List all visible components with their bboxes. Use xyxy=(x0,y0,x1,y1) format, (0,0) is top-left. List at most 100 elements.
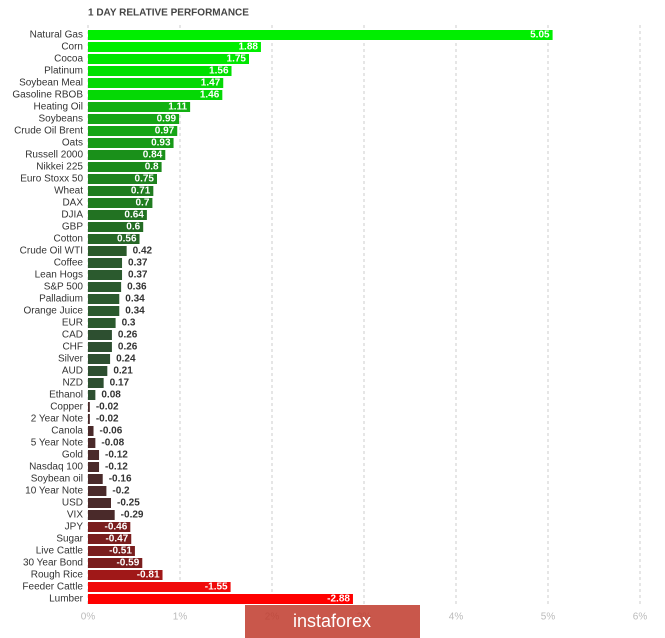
value-label: 0.42 xyxy=(133,246,153,257)
value-label: 0.6 xyxy=(126,222,140,233)
bar xyxy=(88,54,249,64)
bar xyxy=(88,378,104,388)
value-label: -0.81 xyxy=(137,570,160,581)
bar xyxy=(88,510,115,520)
category-label: GBP xyxy=(62,222,83,233)
bar xyxy=(88,318,116,328)
value-label: -2.88 xyxy=(327,594,350,605)
value-label: -0.02 xyxy=(96,402,119,413)
bar xyxy=(88,366,108,376)
value-label: 0.99 xyxy=(157,114,177,125)
value-label: -0.12 xyxy=(105,462,128,473)
value-label: -0.59 xyxy=(116,558,139,569)
bar xyxy=(88,114,180,124)
category-label: 30 Year Bond xyxy=(23,558,83,569)
bar xyxy=(88,462,100,472)
value-label: 1.47 xyxy=(201,78,221,89)
value-label: -0.06 xyxy=(100,426,123,437)
value-label: 0.75 xyxy=(135,174,155,185)
category-label: AUD xyxy=(62,366,83,377)
category-label: S&P 500 xyxy=(44,282,84,293)
bar xyxy=(88,558,143,568)
category-label: Natural Gas xyxy=(30,30,83,41)
bar xyxy=(88,42,261,52)
value-label: 0.97 xyxy=(155,126,175,137)
x-tick-label: 6% xyxy=(633,612,648,623)
value-label: -0.47 xyxy=(105,534,128,545)
bar xyxy=(88,570,163,580)
category-label: Wheat xyxy=(54,186,83,197)
bar xyxy=(88,126,178,136)
value-label: 0.36 xyxy=(127,282,147,293)
chart-title: 1 DAY RELATIVE PERFORMANCE xyxy=(88,8,249,19)
category-label: Cotton xyxy=(54,234,83,245)
value-label: -0.2 xyxy=(112,486,130,497)
bar xyxy=(88,450,100,460)
category-label: Live Cattle xyxy=(36,546,84,557)
bar xyxy=(88,150,166,160)
category-label: Oats xyxy=(62,138,83,149)
category-label: Gasoline RBOB xyxy=(12,90,83,101)
x-tick-label: 5% xyxy=(541,612,556,623)
value-label: 0.37 xyxy=(128,270,148,281)
bar xyxy=(88,102,191,112)
bar xyxy=(88,282,122,292)
bar xyxy=(88,234,140,244)
bar xyxy=(88,330,112,340)
category-label: Cocoa xyxy=(54,54,83,65)
value-label: 0.7 xyxy=(135,198,149,209)
value-label: 1.11 xyxy=(168,102,187,113)
category-label: Ethanol xyxy=(49,390,83,401)
category-label: Lumber xyxy=(49,594,84,605)
category-label: 10 Year Note xyxy=(25,486,83,497)
bar xyxy=(88,294,120,304)
bar xyxy=(88,414,90,424)
category-label: Feeder Cattle xyxy=(22,582,83,593)
value-label: 1.46 xyxy=(200,90,220,101)
category-label: VIX xyxy=(67,510,83,521)
value-label: 0.26 xyxy=(118,342,138,353)
watermark-bg xyxy=(245,605,420,638)
bar xyxy=(88,426,94,436)
category-label: Soybean oil xyxy=(31,474,83,485)
category-label: Copper xyxy=(50,402,83,413)
category-label: Euro Stoxx 50 xyxy=(20,174,83,185)
bar xyxy=(88,162,162,172)
bar xyxy=(88,486,107,496)
bar xyxy=(88,522,131,532)
value-label: 0.21 xyxy=(113,366,133,377)
category-label: Rough Rice xyxy=(31,570,84,581)
category-label: DAX xyxy=(62,198,83,209)
value-label: 1.75 xyxy=(227,54,247,65)
category-label: Canola xyxy=(51,426,83,437)
value-label: -0.16 xyxy=(109,474,132,485)
bar xyxy=(88,66,232,76)
category-label: Palladium xyxy=(39,294,83,305)
value-label: 0.56 xyxy=(117,234,137,245)
bar xyxy=(88,438,96,448)
bar xyxy=(88,198,153,208)
value-label: 5.05 xyxy=(530,30,550,41)
value-label: -0.51 xyxy=(109,546,132,557)
category-label: Corn xyxy=(61,42,83,53)
value-label: -0.25 xyxy=(117,498,140,509)
x-tick-label: 0% xyxy=(81,612,96,623)
bar xyxy=(88,546,135,556)
category-label: NZD xyxy=(62,378,83,389)
value-label: 0.17 xyxy=(110,378,130,389)
bar xyxy=(88,186,154,196)
category-label: Lean Hogs xyxy=(35,270,83,281)
bar xyxy=(88,270,123,280)
x-tick-label: 4% xyxy=(449,612,464,623)
category-label: Soybean Meal xyxy=(19,78,83,89)
bar xyxy=(88,582,231,592)
bar xyxy=(88,474,103,484)
value-label: -0.29 xyxy=(121,510,144,521)
value-label: 1.88 xyxy=(238,42,258,53)
bar xyxy=(88,90,223,100)
value-label: -0.08 xyxy=(101,438,124,449)
value-label: -0.46 xyxy=(105,522,128,533)
value-label: 0.24 xyxy=(116,354,136,365)
bar xyxy=(88,534,132,544)
